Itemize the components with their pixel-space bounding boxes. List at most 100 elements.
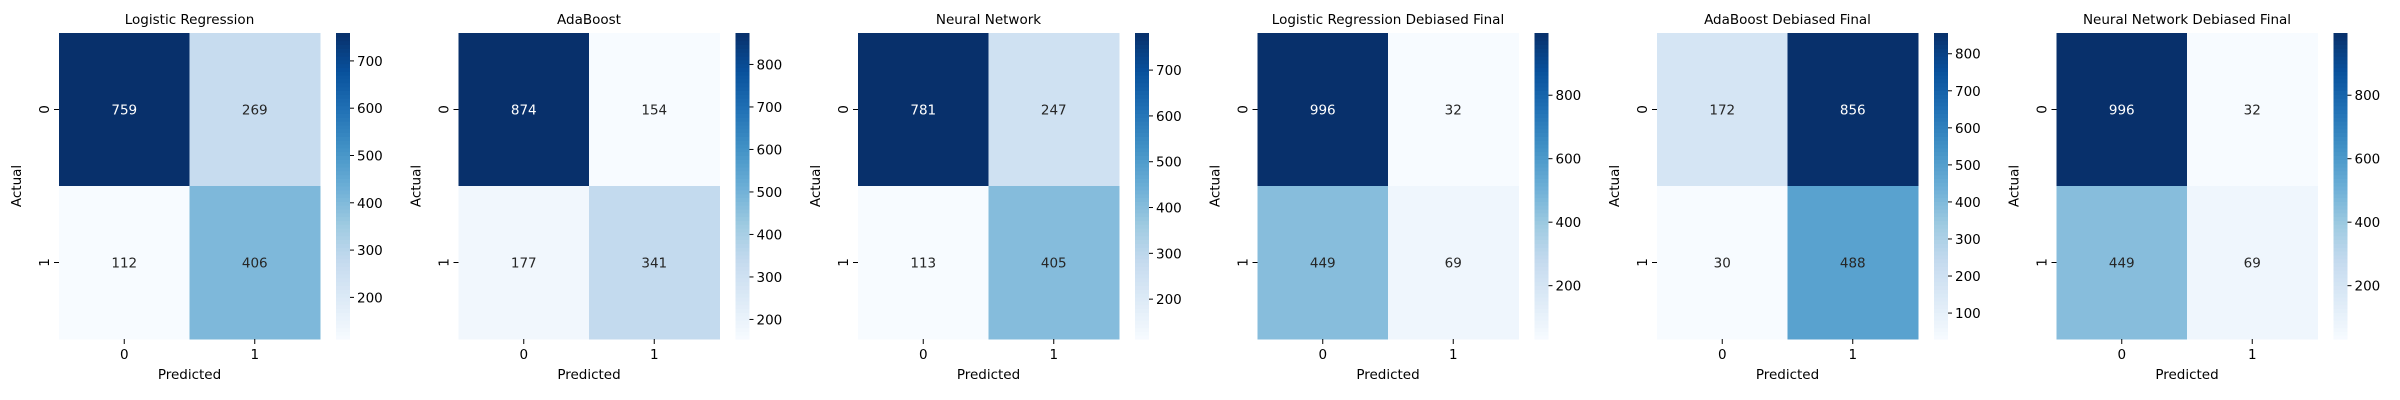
colorbar-tick-label: 200	[1556, 279, 1582, 295]
colorbar-segment	[2333, 235, 2348, 241]
colorbar-segment	[735, 55, 750, 61]
colorbar-segment	[336, 59, 350, 65]
colorbar-segment	[2333, 308, 2348, 313]
colorbar-segment	[1135, 109, 1149, 114]
colorbar-segment	[2333, 71, 2348, 76]
colorbar-segment	[1135, 197, 1149, 202]
colorbar-segment	[1534, 281, 1549, 287]
colorbar-segment	[1934, 163, 1948, 168]
colorbar-segment	[2333, 224, 2348, 229]
colorbar-segment	[735, 224, 750, 229]
colorbar-segment	[1934, 239, 1948, 244]
colorbar-segment	[1534, 75, 1549, 80]
colorbar-segment	[1534, 82, 1549, 88]
colorbar-segment	[1534, 270, 1549, 275]
colorbar-segment	[1534, 316, 1549, 321]
colorbar-segment	[1135, 220, 1149, 225]
colorbar-segment	[1534, 235, 1549, 241]
colorbar-segment	[1135, 186, 1149, 191]
colorbar-segment	[735, 319, 750, 325]
colorbar-segment	[1135, 82, 1149, 88]
x-tick-label: 1	[650, 347, 659, 363]
colorbar-segment	[2333, 312, 2348, 317]
heatmap-cell	[2056, 186, 2188, 340]
colorbar-segment	[735, 48, 750, 53]
colorbar-segment	[2333, 120, 2348, 126]
colorbar-tick-label: 400	[757, 227, 783, 243]
colorbar-segment	[1934, 117, 1948, 122]
colorbar-segment	[336, 90, 350, 95]
colorbar-segment	[1135, 40, 1149, 46]
colorbar-segment	[735, 113, 750, 118]
colorbar-tick-label: 300	[757, 270, 783, 286]
colorbar-segment	[1135, 36, 1149, 42]
colorbar-segment	[1934, 174, 1948, 179]
x-tick-label: 0	[2117, 347, 2126, 363]
colorbar-segment	[735, 163, 750, 168]
colorbar-segment	[1135, 166, 1149, 172]
cell-value-label: 69	[2244, 256, 2261, 272]
colorbar-segment	[1934, 220, 1948, 225]
colorbar-segment	[735, 101, 750, 107]
heatmap-cell	[1257, 33, 1389, 187]
colorbar-segment	[336, 120, 350, 126]
heatmap-cell	[59, 33, 190, 187]
colorbar-segment	[2333, 117, 2348, 122]
cell-value-label: 247	[1041, 103, 1067, 119]
heatmap-cell	[2187, 33, 2318, 187]
colorbar-tick-label: 600	[1556, 152, 1582, 168]
cell-value-label: 269	[242, 103, 268, 119]
colorbar-segment	[1135, 182, 1149, 187]
colorbar-segment	[1135, 136, 1149, 141]
colorbar-segment	[735, 216, 750, 222]
cell-value-label: 996	[2109, 103, 2135, 119]
colorbar-segment	[735, 312, 750, 317]
colorbar-segment	[2333, 174, 2348, 179]
colorbar-segment	[336, 63, 350, 69]
colorbar-segment	[2333, 316, 2348, 321]
heatmap-panel-2: AdaBoost 874 154 177 341 0 1 0 1 Predicted Actual 2…	[409, 12, 783, 383]
colorbar-segment	[735, 120, 750, 126]
colorbar-segment	[1534, 266, 1549, 271]
colorbar-segment	[2333, 128, 2348, 134]
colorbar-segment	[735, 36, 750, 42]
colorbar-segment	[1934, 270, 1948, 275]
colorbar-segment	[2333, 55, 2348, 61]
heatmap-cell	[988, 186, 1120, 340]
colorbar-segment	[735, 105, 750, 111]
colorbar-segment	[2333, 124, 2348, 130]
colorbar-segment	[1934, 308, 1948, 313]
colorbar-segment	[735, 136, 750, 141]
colorbar-segment	[336, 132, 350, 137]
colorbar-segment	[336, 75, 350, 80]
colorbar-segment	[336, 201, 350, 206]
colorbar-segment	[2333, 189, 2348, 195]
colorbar-segment	[336, 33, 350, 38]
colorbar-segment	[336, 155, 350, 160]
x-axis-label: Predicted	[158, 367, 221, 383]
heatmap-cell	[2187, 186, 2318, 340]
colorbar-segment	[1534, 48, 1549, 53]
colorbar-segment	[735, 98, 750, 103]
colorbar-segment	[1135, 254, 1149, 260]
colorbar-segment	[1934, 166, 1948, 172]
colorbar-segment	[735, 82, 750, 88]
colorbar-segment	[735, 296, 750, 302]
colorbar-segment	[1934, 312, 1948, 317]
cell-value-label: 30	[1714, 256, 1731, 272]
colorbar-segment	[336, 86, 350, 91]
colorbar-segment	[735, 212, 750, 218]
colorbar-segment	[336, 186, 350, 191]
heatmap-cell	[858, 33, 989, 187]
x-tick-label: 0	[120, 347, 129, 363]
colorbar-segment	[336, 94, 350, 99]
colorbar-segment	[1934, 323, 1948, 329]
colorbar-segment	[735, 281, 750, 287]
colorbar-tick-label: 800	[757, 57, 783, 73]
colorbar-segment	[336, 36, 350, 42]
colorbar-segment	[336, 101, 350, 107]
colorbar-segment	[1135, 239, 1149, 244]
colorbar-segment	[735, 254, 750, 260]
colorbar-segment	[1135, 266, 1149, 271]
colorbar-segment	[735, 327, 750, 332]
